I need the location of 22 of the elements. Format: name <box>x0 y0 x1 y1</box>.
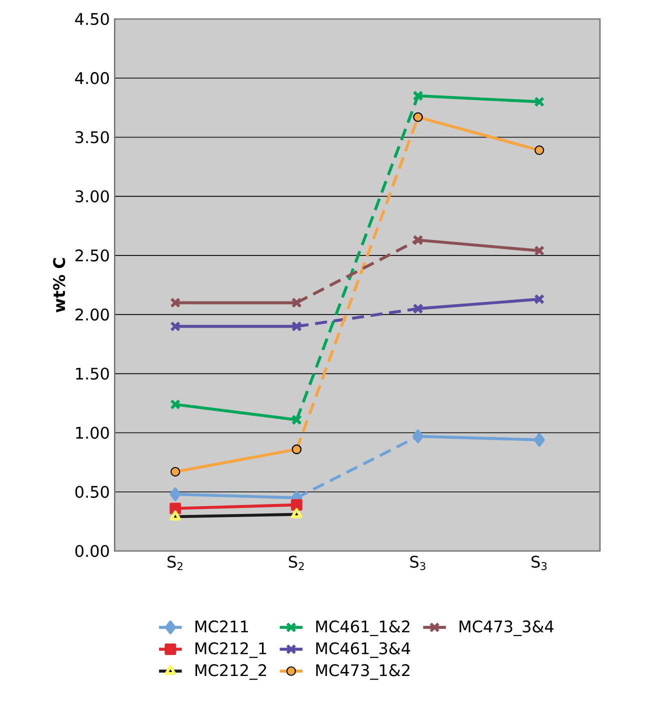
y-tick-label: 0.50 <box>75 486 109 498</box>
x-tick-label: S$_{2}$ <box>168 556 182 570</box>
legend-label: MC473_1&2 <box>316 664 410 680</box>
legend-label: MC212_1 <box>196 642 266 658</box>
y-tick-label: 2.00 <box>76 308 109 321</box>
legend-label: MC211 <box>196 620 248 633</box>
x-tick-label: S$_{2}$ <box>288 556 304 570</box>
x-tick-label: S$_{3}$ <box>410 556 426 570</box>
legend-label: MC212_2 <box>196 664 266 680</box>
y-tick-label: 3.00 <box>76 190 109 202</box>
y-tick-label: 4.00 <box>75 72 109 84</box>
y-tick-label: 1.00 <box>76 426 109 439</box>
y-tick-label: 1.50 <box>76 368 109 380</box>
y-tick-label: 3.50 <box>76 131 109 144</box>
legend-label: MC461_1&2 <box>316 620 410 636</box>
x-tick-label: S$_{3}$ <box>532 556 547 570</box>
y-tick-label: 4.50 <box>75 12 109 26</box>
legend-label: MC473_3&4 <box>460 620 554 636</box>
y-tick-label: 0.00 <box>75 544 109 558</box>
y-tick-label: 2.50 <box>76 249 109 262</box>
legend-label: MC461_3&4 <box>316 642 410 658</box>
y-axis-title: wt% C <box>53 258 66 312</box>
